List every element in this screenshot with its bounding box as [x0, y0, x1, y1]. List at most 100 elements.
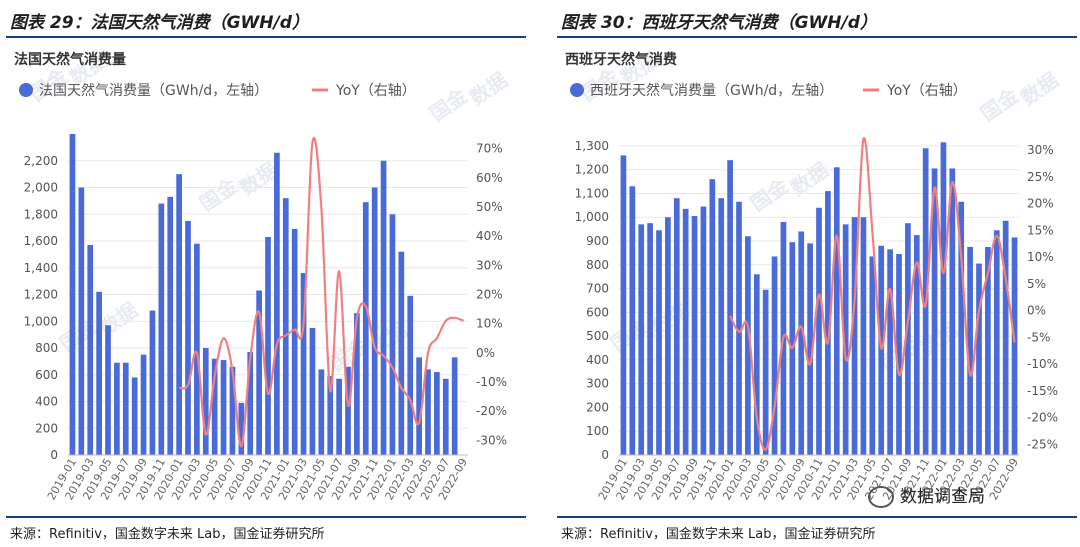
bar	[158, 203, 165, 455]
bar	[736, 201, 742, 455]
bar	[407, 295, 414, 455]
bar	[727, 160, 733, 455]
y-tick-label: 900	[586, 234, 609, 248]
watermark-text: 数据	[95, 298, 142, 341]
bar	[202, 348, 209, 455]
bar	[149, 310, 156, 455]
bar	[745, 236, 751, 455]
bar	[398, 251, 405, 455]
bar	[807, 243, 813, 455]
bar	[949, 168, 956, 455]
bar	[842, 224, 849, 455]
y-tick-label: 1,300	[575, 139, 609, 153]
bar	[176, 174, 182, 455]
bar	[1011, 237, 1018, 455]
bar	[896, 254, 902, 455]
y-tick-label: 1,200	[575, 163, 609, 177]
y-tick-label: 400	[586, 353, 609, 367]
y-tick-label: 200	[35, 421, 58, 435]
bar	[451, 357, 458, 455]
figure-30-panel: 图表 30：西班牙天然气消费（GWH/d） 国金数据国金数据国金数据国金数据国金…	[551, 0, 1077, 547]
bar	[220, 360, 227, 455]
y-tick-label: 0	[601, 448, 609, 462]
bar	[967, 246, 973, 455]
y2-tick-label: 70%	[476, 142, 503, 156]
y-tick-label: 400	[35, 395, 58, 409]
figure-title: 图表 29：法国天然气消费（GWH/d）	[10, 13, 309, 33]
source-note: 来源：Refinitiv，国金数字未来 Lab，国金证券研究所	[10, 527, 325, 542]
bar	[425, 369, 431, 455]
bar	[682, 208, 689, 455]
y2-tick-label: 0%	[476, 346, 495, 360]
bar	[211, 358, 218, 455]
y2-tick-label: 10%	[1027, 250, 1054, 264]
bar	[665, 217, 671, 455]
chart-title: 西班牙天然气消费	[565, 51, 677, 68]
watermark-text: 数据	[465, 68, 512, 111]
y2-tick-label: 15%	[1027, 223, 1054, 237]
bar	[105, 325, 111, 455]
bar	[336, 378, 342, 455]
bar	[691, 216, 698, 455]
y-tick-label: 800	[35, 341, 58, 355]
source-note: 来源：Refinitiv，国金数字未来 Lab，国金证券研究所	[561, 527, 876, 542]
y2-tick-label: 60%	[476, 171, 503, 185]
y2-tick-label: -30%	[476, 433, 507, 447]
bar	[638, 224, 645, 455]
wechat-icon	[868, 486, 894, 508]
y-tick-label: 1,000	[24, 314, 58, 328]
bar	[265, 236, 271, 455]
bar	[416, 357, 422, 455]
bar	[167, 196, 174, 456]
chart-area: 国金 数据 国金 数据 国金 数据 国金 数据 国金 数据 法国天然气消费量 法国天然气消费量（GWh…	[6, 42, 526, 514]
y-tick-label: 500	[586, 329, 609, 343]
bar	[354, 313, 360, 455]
bar	[78, 187, 85, 455]
bar	[318, 369, 325, 455]
y2-tick-label: -20%	[1027, 411, 1058, 425]
bar	[194, 243, 200, 455]
y-tick-label: 800	[586, 258, 609, 272]
france-gas-chart: 国金数据国金数据国金数据国金数据国金数据法国天然气消费量法国天然气消费量（GWh…	[14, 48, 512, 503]
bar	[825, 191, 831, 456]
yoy-line	[729, 137, 1016, 451]
bar	[380, 160, 387, 455]
title-rule	[6, 36, 526, 38]
bar	[1002, 220, 1009, 455]
source-rule	[6, 516, 526, 518]
y-tick-label: 1,200	[24, 288, 58, 302]
bar	[940, 142, 947, 456]
bar	[629, 186, 636, 456]
y-tick-label: 1,600	[24, 234, 58, 248]
spain-gas-chart: 国金数据国金数据国金数据国金数据国金数据西班牙天然气消费西班牙天然气消费量（GW…	[565, 48, 1063, 503]
bar	[185, 220, 191, 455]
bar	[229, 366, 236, 455]
bar	[69, 134, 76, 455]
y2-tick-label: -15%	[1027, 384, 1058, 398]
bar	[371, 187, 378, 455]
y-tick-label: 1,100	[575, 186, 609, 200]
bar	[718, 198, 725, 455]
bar	[816, 207, 822, 455]
y-tick-label: 300	[586, 377, 609, 391]
bar	[140, 354, 147, 455]
y2-tick-label: 20%	[476, 288, 503, 302]
bar	[985, 246, 991, 455]
legend-bar-label: 法国天然气消费量（GWh/d，左轴）	[39, 82, 268, 99]
bar	[905, 223, 911, 455]
legend-bar-marker	[570, 83, 584, 97]
y-tick-label: 200	[586, 400, 609, 414]
bar	[771, 256, 778, 455]
bar	[993, 230, 1000, 455]
bar	[647, 223, 653, 455]
y-tick-label: 700	[586, 282, 609, 296]
bar	[122, 362, 129, 455]
bar	[673, 198, 680, 455]
y-tick-label: 1,400	[24, 261, 58, 275]
figure-29-panel: 图表 29：法国天然气消费（GWH/d） 国金 数据 国金 数据 国金 数据 国金 数据 国金数…	[0, 0, 526, 547]
y2-tick-label: -5%	[1027, 330, 1050, 344]
bar	[345, 366, 351, 455]
